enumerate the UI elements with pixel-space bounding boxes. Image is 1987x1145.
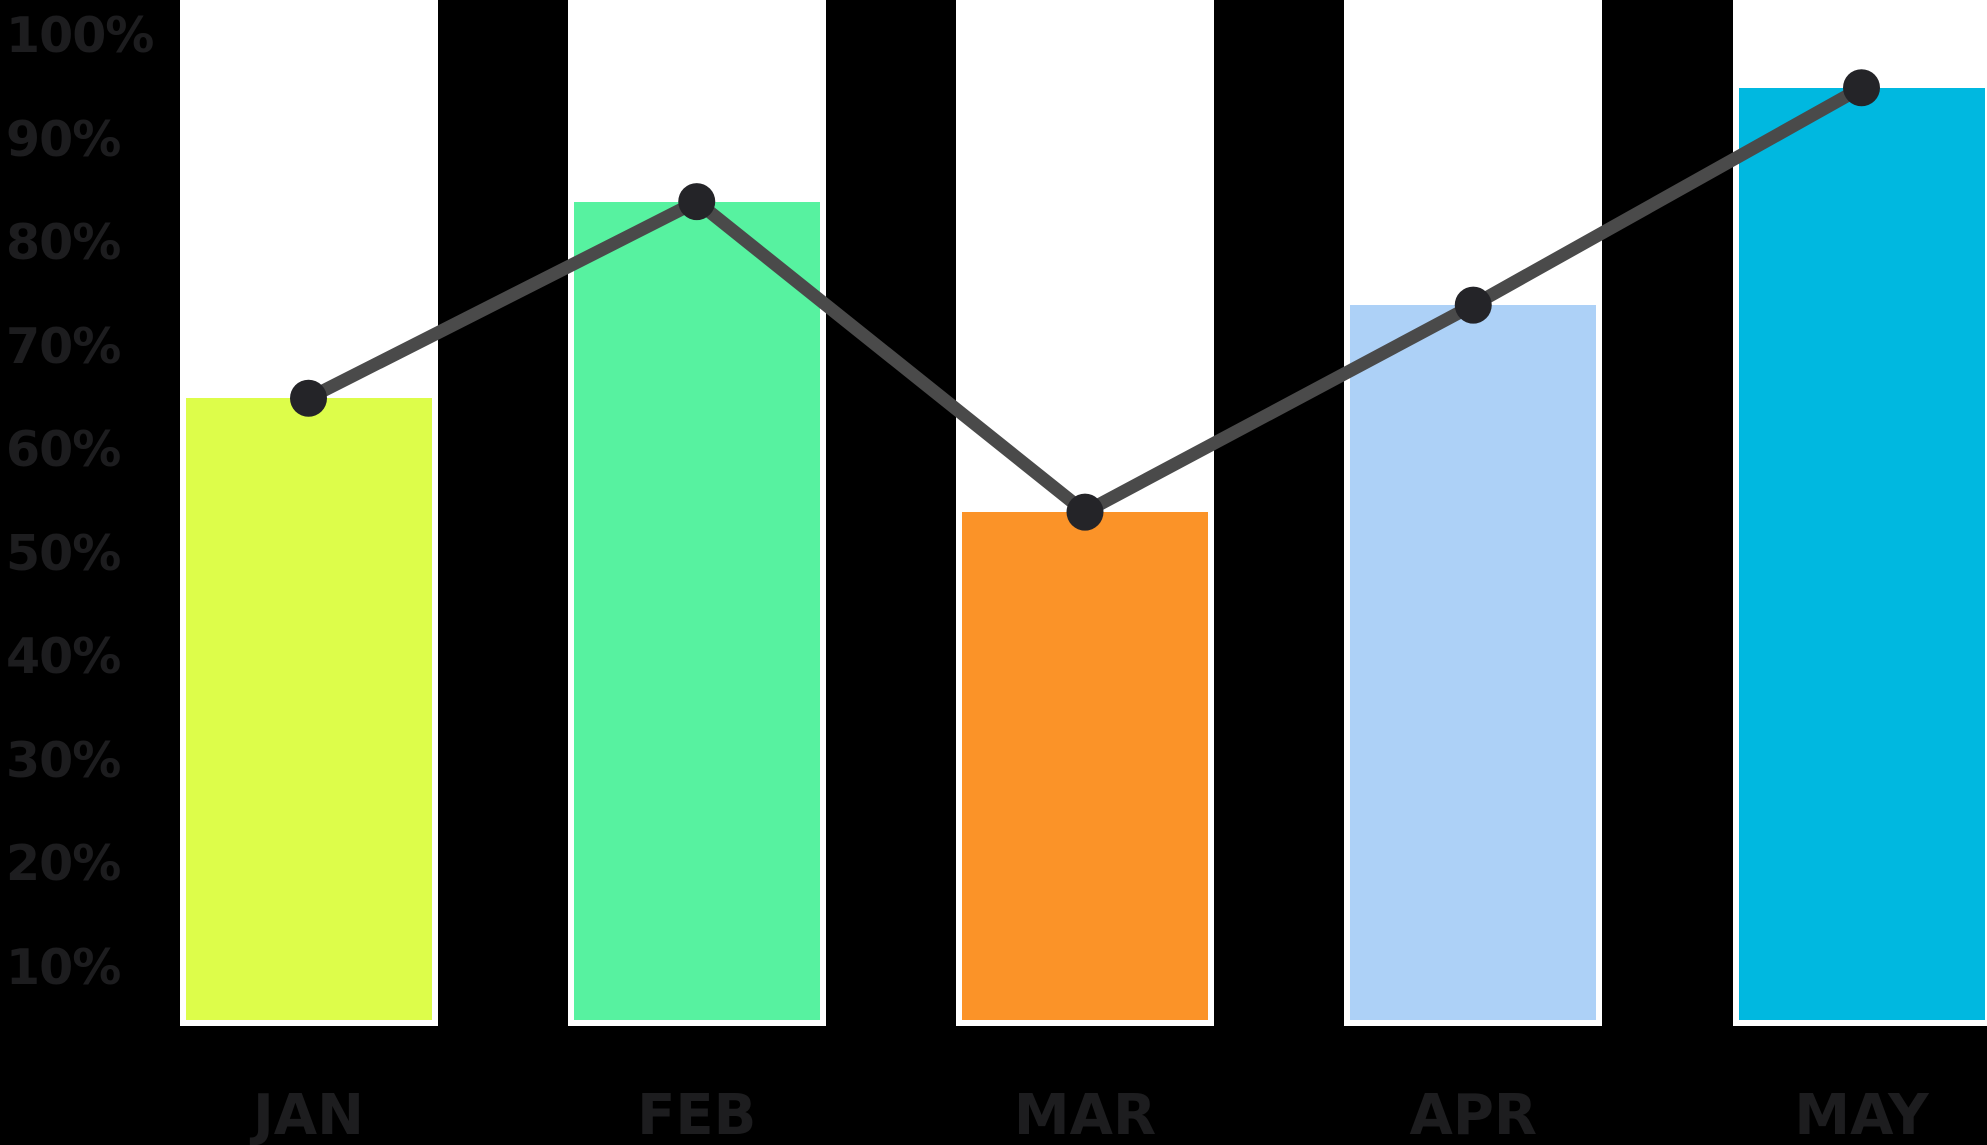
y-axis-label: 100% — [6, 7, 154, 64]
x-axis-label-feb: FEB — [637, 1083, 757, 1145]
bar-jan — [185, 398, 432, 1020]
bar-feb — [573, 201, 820, 1020]
bar-apr — [1350, 305, 1597, 1020]
bar-track-mar — [956, 0, 1214, 1026]
y-axis-label: 40% — [6, 628, 121, 685]
x-axis-label-mar: MAR — [1013, 1083, 1157, 1145]
data-point-dot — [1066, 493, 1104, 531]
y-axis-label: 60% — [6, 421, 121, 478]
bar-track-apr — [1344, 0, 1603, 1026]
y-axis-label: 50% — [6, 524, 121, 582]
y-axis-label: 30% — [6, 731, 121, 789]
bar-mar — [962, 512, 1208, 1020]
x-axis-label-jan: JAN — [252, 1083, 365, 1145]
x-axis-label-apr: APR — [1409, 1083, 1537, 1145]
bar-track-may — [1732, 0, 1987, 1026]
y-axis-label: 20% — [6, 835, 121, 892]
bar-track-feb — [567, 0, 826, 1026]
trend-line — [305, 82, 1865, 520]
data-point-dot — [678, 183, 716, 221]
y-axis-label: 70% — [6, 317, 121, 375]
y-axis-label: 90% — [6, 110, 121, 168]
x-axis-label-may: MAY — [1794, 1083, 1929, 1145]
data-point-dot — [290, 379, 327, 417]
bar-track-jan — [179, 0, 438, 1026]
bar-may — [1738, 87, 1985, 1020]
data-point-dot — [1454, 286, 1492, 324]
y-axis-label: 80% — [6, 214, 121, 271]
y-axis-label: 10% — [6, 938, 121, 996]
data-point-dot — [1843, 69, 1880, 107]
